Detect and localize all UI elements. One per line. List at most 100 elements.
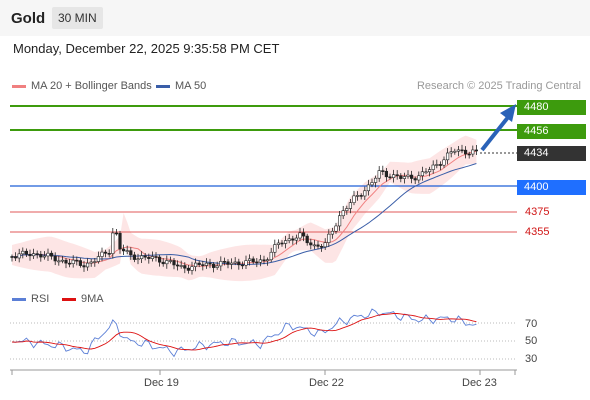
legend-rsi-label: RSI (31, 293, 50, 305)
candle (230, 258, 234, 270)
candle-body (456, 149, 461, 152)
candle-body (384, 170, 389, 178)
candle (291, 235, 295, 245)
candle-body (183, 265, 187, 269)
candle-body (262, 259, 266, 262)
candle (14, 252, 18, 261)
candle (323, 238, 327, 250)
candle-body (140, 255, 144, 260)
candle-body (341, 210, 345, 217)
candle (258, 254, 263, 267)
candle-body (453, 150, 457, 153)
candle-body (291, 238, 295, 241)
candle (186, 265, 191, 274)
candle (42, 251, 46, 260)
x-axis (10, 369, 517, 375)
legend-rsi-ma-label: 9MA (81, 293, 104, 305)
ma20-line (11, 150, 477, 267)
candle (168, 256, 173, 264)
candle (176, 260, 180, 271)
candle (219, 256, 223, 271)
candle-body (427, 169, 432, 173)
candle-body (445, 152, 450, 161)
arrow-shaft (480, 114, 511, 152)
candle (265, 257, 270, 266)
rsi-swatch-icon (12, 297, 26, 301)
candle (467, 151, 471, 159)
candle-body (248, 258, 252, 261)
candle (330, 227, 335, 239)
candle (294, 234, 299, 245)
candle (327, 229, 331, 247)
candle-body (154, 256, 158, 258)
candle (384, 167, 389, 182)
candle-body (287, 238, 291, 241)
level-lines (10, 105, 517, 233)
candle (75, 256, 79, 266)
candle-body (14, 256, 18, 259)
candle (273, 239, 277, 257)
candle-body (93, 261, 97, 263)
candle-body (463, 149, 468, 155)
candle (222, 257, 227, 266)
candle (53, 252, 57, 266)
candle-body (283, 240, 288, 244)
candle (49, 250, 54, 260)
candle-body (86, 262, 90, 268)
candle (319, 243, 324, 252)
candle-body (327, 233, 331, 243)
candle-body (366, 184, 371, 192)
candle-body (10, 256, 14, 258)
candle (57, 255, 61, 266)
ma50-line (11, 163, 477, 265)
chart-header: Gold 30 MIN (0, 0, 590, 36)
candle-body (212, 263, 216, 268)
candle-body (194, 262, 198, 267)
candle-body (420, 171, 425, 177)
candle (208, 258, 212, 269)
candle (118, 230, 122, 254)
candle (445, 148, 450, 165)
x-tick-dec19: Dec 19 (144, 377, 179, 389)
level-label-4375: 4375 (525, 206, 550, 218)
candle (10, 254, 14, 262)
candle-body (132, 254, 137, 260)
candle-body (334, 225, 338, 232)
candle (93, 258, 97, 267)
candle (280, 240, 284, 247)
candle (298, 227, 302, 242)
candle-body (370, 182, 374, 186)
candle (122, 244, 126, 256)
candle (370, 178, 374, 188)
candle-body (24, 250, 29, 255)
candle (312, 239, 317, 250)
candle (183, 262, 187, 274)
instrument-title: Gold (11, 10, 46, 27)
candle-body (255, 261, 259, 264)
candle (424, 168, 428, 175)
candle-body (114, 232, 118, 235)
timeframe-button[interactable]: 30 MIN (52, 7, 103, 29)
candle (395, 170, 399, 180)
candle (345, 205, 349, 215)
candle (17, 248, 21, 263)
candle-body (471, 149, 475, 155)
candle (456, 145, 461, 157)
candle-body (301, 232, 306, 237)
candle (334, 222, 338, 234)
candle-body (345, 208, 349, 211)
rsi-tick-30: 30 (525, 353, 538, 365)
candle-body (399, 175, 403, 179)
candle (388, 173, 392, 180)
candle (301, 228, 306, 242)
candle-body (305, 235, 309, 244)
candle-body (89, 261, 93, 264)
candle (438, 161, 443, 171)
candle (305, 233, 309, 246)
candle-body (402, 176, 407, 179)
candle (276, 239, 281, 249)
candle-body (100, 251, 104, 257)
rsi-ma-swatch-icon (62, 297, 76, 301)
x-tick-dec22: Dec 22 (309, 377, 344, 389)
